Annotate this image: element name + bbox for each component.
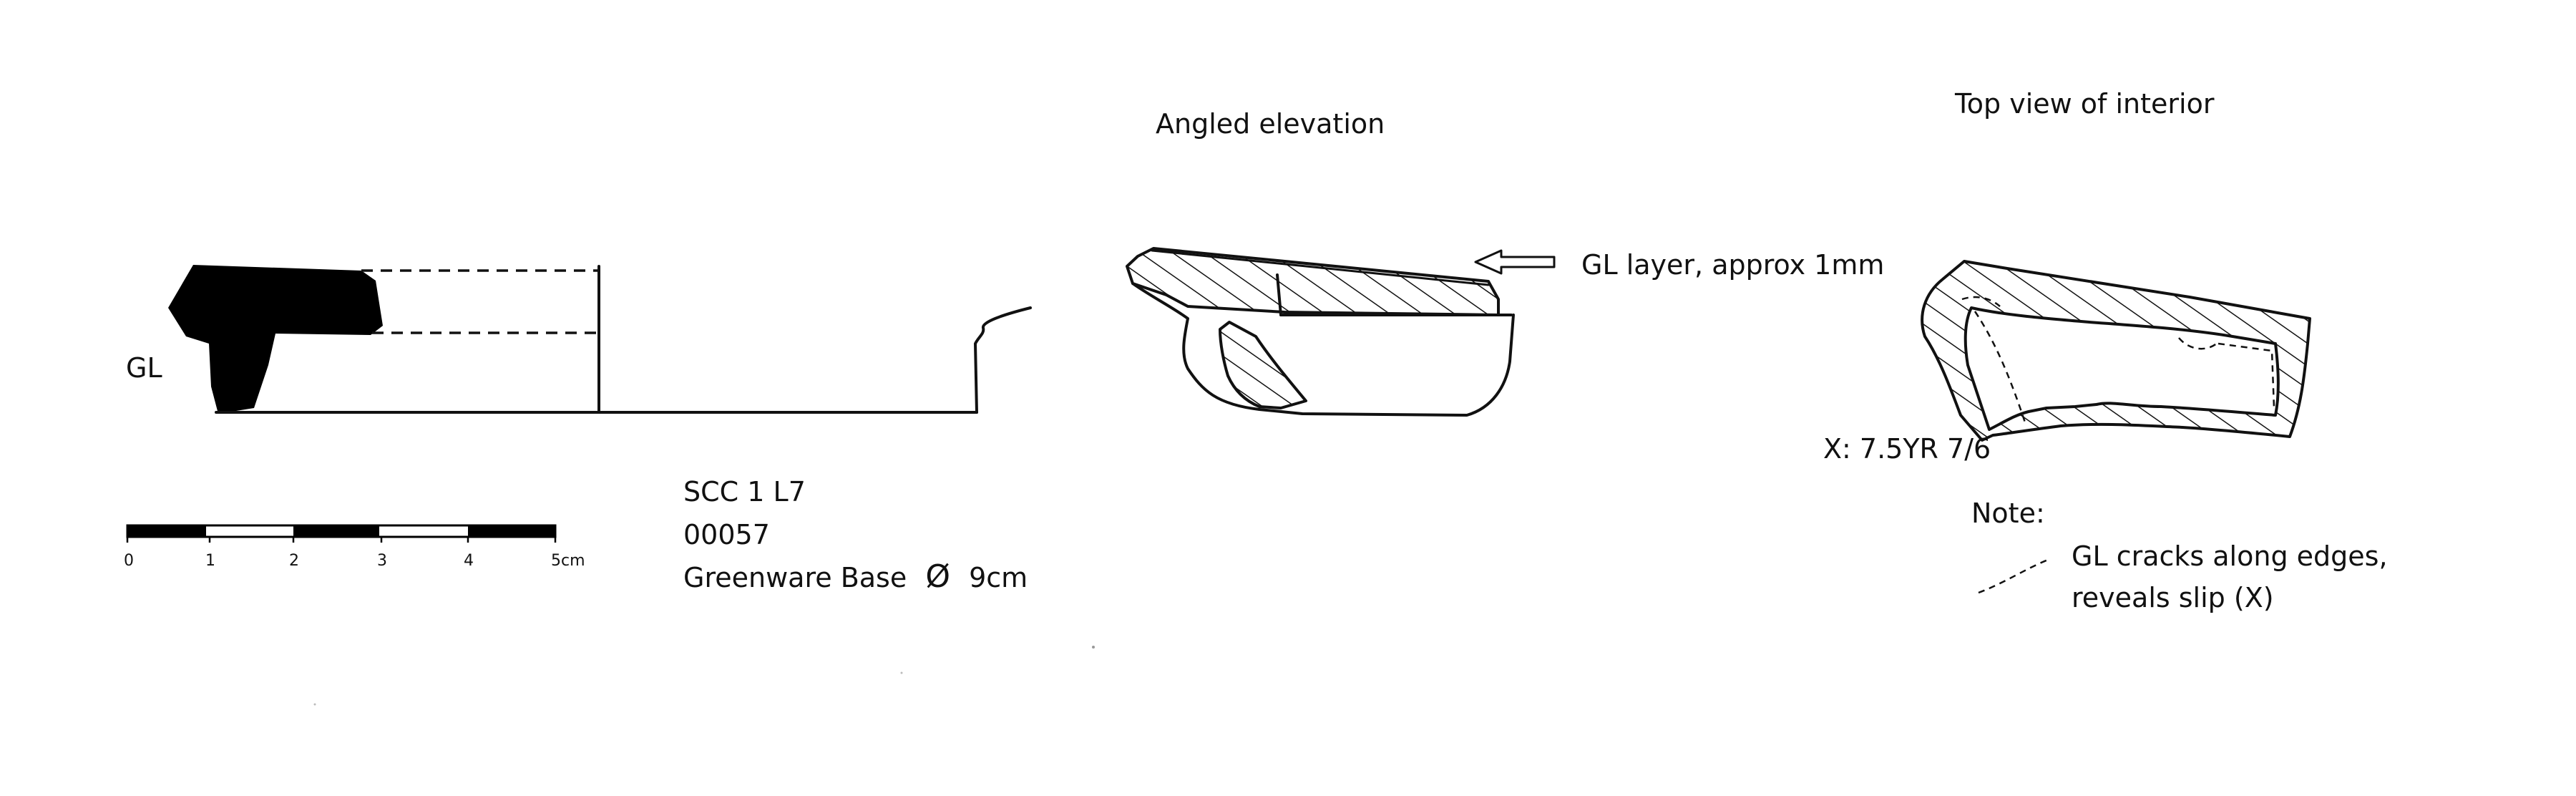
site-code: SCC 1 L7 <box>683 476 806 508</box>
glaze-layer-label: GL layer, approx 1mm <box>1581 249 1884 281</box>
section-profile: GL <box>126 265 1032 414</box>
glaze-crack-line <box>1961 296 2275 423</box>
ware-description-prefix: Greenware Base <box>683 562 907 593</box>
angled-elevation: Angled elevation GL layer, approx 1mm <box>1126 108 1884 417</box>
rim-inner-edge <box>1151 249 1490 286</box>
scale-tick-label: 4 <box>464 552 474 570</box>
legend-dash-sample <box>1978 558 2049 594</box>
scan-speck <box>900 671 903 674</box>
scale-segment-1 <box>127 525 206 537</box>
elevation-body <box>1131 282 1515 417</box>
ware-description: Greenware Base Ø 9cm <box>683 558 1028 595</box>
section-profile-fill <box>168 265 383 414</box>
body-hatched-break <box>1219 321 1307 409</box>
rim-hatched-band <box>1126 247 1500 316</box>
left-arrow-icon <box>1474 249 1556 275</box>
scale-tick-label: 5cm <box>551 552 585 570</box>
scale-tick-label: 3 <box>377 552 387 570</box>
top-view-title: Top view of interior <box>1954 88 2215 120</box>
scan-speck <box>313 703 316 706</box>
note-heading: Note: <box>1971 498 2045 529</box>
note-line-1: GL cracks along edges, <box>2072 540 2388 572</box>
diameter-value: 9cm <box>969 562 1028 593</box>
object-number: 00057 <box>683 519 770 550</box>
catalogue-block: SCC 1 L7 00057 Greenware Base Ø 9cm <box>683 476 1028 595</box>
slip-colour-label: X: 7.5YR 7/6 <box>1823 433 1991 465</box>
glaze-marker-label: GL <box>126 352 162 384</box>
note-line-2: reveals slip (X) <box>2072 582 2274 613</box>
diameter-symbol: Ø <box>925 558 950 595</box>
scale-tick-label: 1 <box>205 552 215 570</box>
rim-break-line <box>1276 273 1282 316</box>
scale-segment-3 <box>293 525 379 537</box>
angled-elevation-title: Angled elevation <box>1156 108 1385 140</box>
outer-wall-line <box>974 306 1032 414</box>
scale-segment-5 <box>468 525 555 537</box>
scale-tick-label: 0 <box>124 552 134 570</box>
scan-speck <box>1092 646 1095 649</box>
top-view: Top view of interior X: 7.5YR 7/6 Note: … <box>1823 88 2388 613</box>
top-view-interior <box>1963 306 2280 431</box>
scale-bar: 0 1 2 3 4 5cm <box>124 524 585 570</box>
scale-tick-label: 2 <box>289 552 299 570</box>
